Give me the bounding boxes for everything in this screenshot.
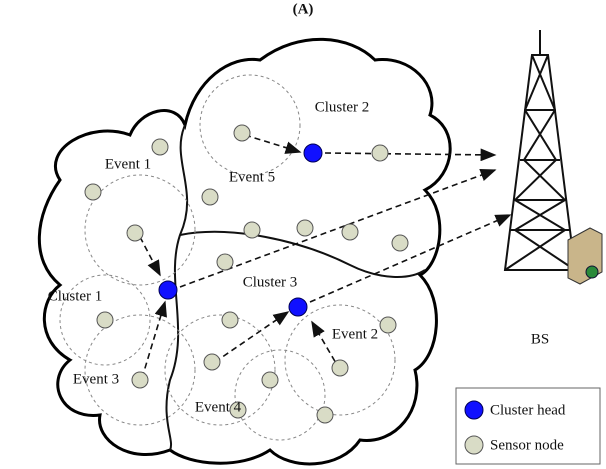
label: Event 2 [332,326,378,342]
server-icon [567,227,603,285]
event-range [284,304,396,416]
label: Event 4 [195,399,242,415]
cluster-border [179,230,426,278]
legend-swatch [464,400,484,420]
arrow [309,214,512,303]
event-range [199,74,301,176]
event-range [164,314,276,426]
arrow [141,300,167,379]
sensor-nodes [84,124,409,424]
arrow [324,148,497,162]
title: (A) [293,1,314,17]
event-range [84,174,196,286]
label: Event 1 [105,156,151,172]
legend-label: Sensor node [490,437,564,453]
arrow [214,311,290,363]
label: Cluster 1 [48,288,103,304]
label: Cluster 2 [315,99,370,115]
bs-label: BS [531,331,549,347]
tower [503,30,577,271]
cluster-heads [158,143,323,317]
event-range [234,349,326,441]
label: Event 3 [73,371,119,387]
arrow [139,236,161,277]
legend-label: Cluster head [490,402,566,418]
event-range [59,274,151,366]
label: Cluster 3 [243,274,298,290]
event-range [84,314,196,426]
legend-swatch [464,435,484,455]
arrow [179,169,497,288]
label: Event 5 [229,169,275,185]
network-cloud [37,37,452,466]
